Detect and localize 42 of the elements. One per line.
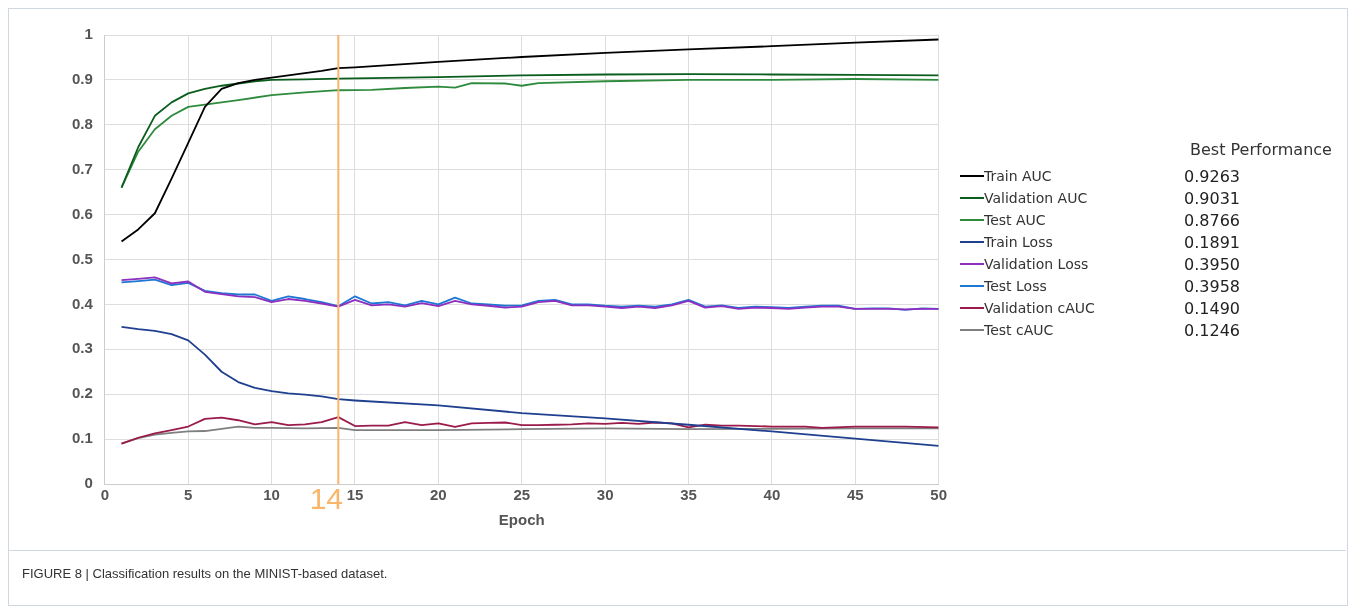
x-tick-label: 50 <box>930 486 947 504</box>
text: 0.8766 <box>1184 210 1240 230</box>
x-tick-label: 10 <box>263 486 280 504</box>
text: 0.1490 <box>1184 298 1240 318</box>
legend-label: Test Loss <box>984 278 1048 294</box>
y-tick-label: 0.3 <box>71 339 93 357</box>
caption: FIGURE 8 | Classification results on the MINIST-based dataset. <box>22 566 388 581</box>
legend-label: Validation Loss <box>984 256 1090 272</box>
x-tick-label: 40 <box>763 486 781 504</box>
y-tick-label: 0.1 <box>71 429 93 447</box>
y-tick-label: 0.8 <box>71 114 93 132</box>
legend-label: Validation cAUC <box>984 300 1096 316</box>
y-tick-label: 0.9 <box>71 70 93 88</box>
text: 0.9263 <box>1184 166 1240 186</box>
text: 0.9031 <box>1184 188 1240 208</box>
legend-title: Best Performance <box>1190 140 1332 159</box>
y-tick-label: 0.6 <box>71 204 93 222</box>
y-tick-label: 1 <box>84 25 93 43</box>
x-tick-label: 35 <box>680 486 697 504</box>
y-tick-label: 0.7 <box>71 159 93 177</box>
x-tick-label: 25 <box>513 486 531 504</box>
y-tick-label: 0.4 <box>71 294 94 312</box>
legend-label: Validation AUC <box>984 190 1089 206</box>
text: 0.3950 <box>1184 254 1240 274</box>
x-axis-title: Epoch <box>498 511 545 529</box>
x-tick-label: 30 <box>596 486 614 504</box>
x-tick-label: 5 <box>184 486 193 504</box>
y-tick-label: 0.5 <box>71 249 93 267</box>
legend-label: Train AUC <box>984 168 1053 184</box>
x-tick-label: 45 <box>846 486 864 504</box>
text: 0.1246 <box>1184 320 1240 340</box>
x-tick-label: 20 <box>430 486 447 504</box>
legend-label: Test AUC <box>984 212 1047 228</box>
y-tick-label: 0 <box>84 474 93 492</box>
legend-label: Test cAUC <box>984 322 1055 338</box>
y-tick-label: 0.2 <box>71 384 93 402</box>
text: 0.1891 <box>1184 232 1240 252</box>
x-tick-label: 15 <box>346 486 364 504</box>
text: 0.3958 <box>1184 276 1240 296</box>
legend-label: Train Loss <box>984 234 1054 250</box>
ref-line-label: 14 <box>309 482 344 516</box>
x-tick-label: 0 <box>100 486 110 504</box>
